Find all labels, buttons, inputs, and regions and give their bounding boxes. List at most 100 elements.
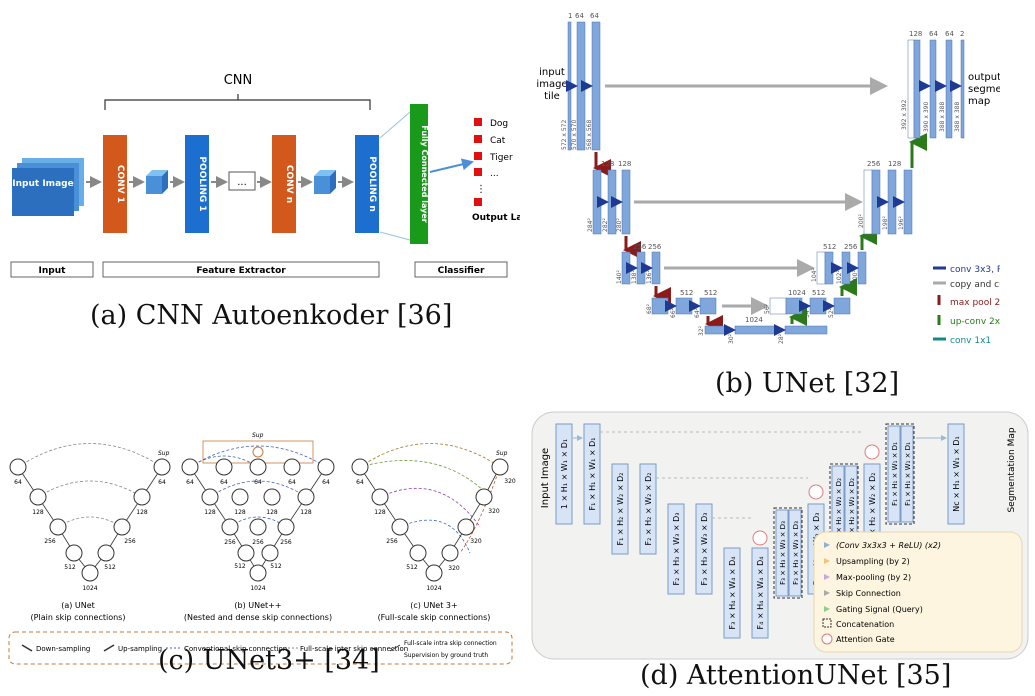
conv1-block: [103, 135, 127, 233]
unet3-sub-c: (Full-scale skip connections): [378, 613, 491, 622]
c-node-4: 512: [406, 564, 418, 571]
b-node-1: 64: [186, 479, 194, 486]
unet3-sub-a: (Plain skip connections): [31, 613, 126, 622]
a-node-5: 1024: [82, 585, 97, 592]
enc4-size-3: 64²: [694, 307, 701, 318]
dec4-ch-2: 512: [812, 289, 825, 297]
legend-conventional: Conventional skip connection: [184, 645, 287, 653]
legend-inter: Full-scale inter skip connection: [300, 645, 408, 653]
enc4-bar-3: [699, 297, 717, 315]
att-legend-gating: Gating Signal (Query): [836, 605, 923, 614]
enc3-bar-3: [651, 251, 661, 285]
dec2-ch-2: 128: [888, 160, 901, 168]
a-node-8: 128: [136, 509, 148, 516]
legend-maxpool: max pool 2x2: [950, 298, 1000, 308]
att-b5: F₂ × H₃ × W₃ × D₃: [672, 513, 681, 586]
att-gate-1: [752, 530, 768, 546]
input-section-label: Input: [39, 266, 67, 276]
c-node-5: 1024: [426, 585, 441, 592]
att-b7: F₃ × H₄ × W₄ × D₄: [728, 557, 737, 630]
b-node-12: 256: [280, 539, 292, 546]
enc1-size-2: 570 x 570: [571, 120, 578, 150]
unet3-label-c: (c) UNet 3+: [410, 601, 457, 610]
output-more: ...: [490, 169, 499, 179]
att-input-label: Input Image: [540, 448, 551, 508]
a-node-1: 64: [14, 479, 22, 486]
c-node-6: 320: [448, 565, 460, 572]
enc4-size-1: 68²: [646, 303, 653, 314]
enc1-size-1: 572 x 572: [561, 120, 568, 150]
ellipsis-box: [228, 171, 256, 191]
b-node-11: 256: [252, 539, 264, 546]
enc2-ch-2: 128: [618, 160, 631, 168]
input-image-label: Input Image: [12, 179, 73, 189]
convn-label: CONV n: [284, 165, 294, 203]
b-node-4: 64: [288, 479, 296, 486]
legend-conv: conv 3x3, ReLU: [950, 265, 1000, 275]
enc1-size-3: 568 x 568: [586, 120, 593, 150]
unet-output-label-3: map: [968, 96, 990, 107]
dec3-ch-2: 256: [844, 243, 858, 251]
unet-legend: conv 3x3, ReLU copy and crop max pool 2x…: [933, 265, 1000, 346]
b-node-14: 512: [270, 563, 282, 570]
att-b4: F₂ × H₂ × W₂ × D₂: [644, 473, 653, 546]
unet3-sub-b: (Nested and dense skip connections): [184, 613, 332, 622]
unet3-legend: Down-sampling Up-sampling Conventional s…: [8, 631, 513, 665]
classifier-section: [414, 261, 508, 278]
enc1-bar-2: [576, 21, 586, 151]
input-section: [10, 261, 94, 278]
dec1-bar-4: [960, 39, 965, 139]
caption-c: (c) UNet3+ [34]: [158, 645, 380, 676]
att-b8: F₄ × H₄ × W₄ × D₄: [756, 557, 765, 630]
pool1-label: POOLING 1: [197, 156, 207, 211]
enc2-size-2: 282²: [602, 218, 609, 232]
c-node-9: 320: [504, 478, 516, 485]
a-node-2: 128: [32, 509, 44, 516]
dec3-size-2: 102²: [836, 270, 843, 284]
b-node-13: 512: [234, 563, 246, 570]
cnn-brace: [104, 94, 371, 110]
a-node-7: 256: [124, 538, 136, 545]
classifier-label: Classifier: [438, 266, 485, 276]
att-b16: F₁ × H₁ × W₁ × D₁: [904, 442, 912, 506]
enc1-ch-2: 64: [575, 12, 584, 20]
legend-down: Down-sampling: [36, 645, 90, 653]
dec3-white: [816, 251, 826, 285]
bottom-size-3: 28²: [778, 333, 785, 344]
c-node-8: 320: [488, 508, 500, 515]
att-legend-concat: Concatenation: [836, 620, 894, 629]
attention-unet-diagram: Input Image Segmentation Map 1 × H₁ × W₁…: [531, 411, 1029, 660]
att-gate-2: [808, 484, 824, 500]
att-b2: F₁ × H₁ × W₁ × D₁: [588, 438, 597, 511]
enc2-size-1: 284²: [587, 218, 594, 232]
dec1-bar-1: [913, 39, 921, 139]
bottom-ch: 1024: [745, 316, 763, 324]
dec1-size-4: 388 x 388: [954, 102, 961, 132]
dec2-bar-2: [887, 169, 897, 235]
att-b3: F₁ × H₂ × W₂ × D₂: [616, 473, 625, 546]
att-legend-up: Upsampling (by 2): [836, 557, 910, 566]
conv1-label: CONV 1: [115, 165, 125, 203]
unet-output-label-2: segmentation: [968, 84, 1000, 95]
dec1-ch-3: 64: [945, 30, 954, 38]
a-node-4: 512: [64, 564, 76, 571]
att-b9: F₃ × H₃ × W₃ × D₃: [779, 521, 787, 585]
unet3-label-b: (b) UNet++: [234, 601, 281, 610]
b-node-8: 128: [266, 509, 278, 516]
dec4-ch-1: 1024: [788, 289, 806, 297]
cnn-diagram: CNN Input Image CONV 1 POOLING 1 ... CON…: [10, 73, 520, 278]
att-legend-gate: Attention Gate: [836, 635, 895, 644]
b-node-3: 64: [254, 479, 262, 486]
output-nodes: [474, 118, 482, 206]
a-sup: Sup: [158, 450, 170, 457]
att-b6: F₃ × H₃ × W₃ × D₃: [700, 513, 709, 586]
dec2-size-2: 198²: [882, 216, 889, 230]
pool1-block: [185, 135, 209, 233]
bottom-size-2: 30²: [728, 333, 735, 344]
att-seg-map-label: Segmentation Map: [1007, 427, 1017, 512]
dec3-size-1: 104²: [811, 268, 818, 282]
dec1-ch-1: 128: [909, 30, 922, 38]
unet3-nested: Sup 64 64 64 64 64 128 128 128 128 256 2…: [181, 432, 335, 592]
feature-extractor-label: Feature Extractor: [196, 266, 286, 276]
dec4-bar-1: [785, 297, 803, 315]
